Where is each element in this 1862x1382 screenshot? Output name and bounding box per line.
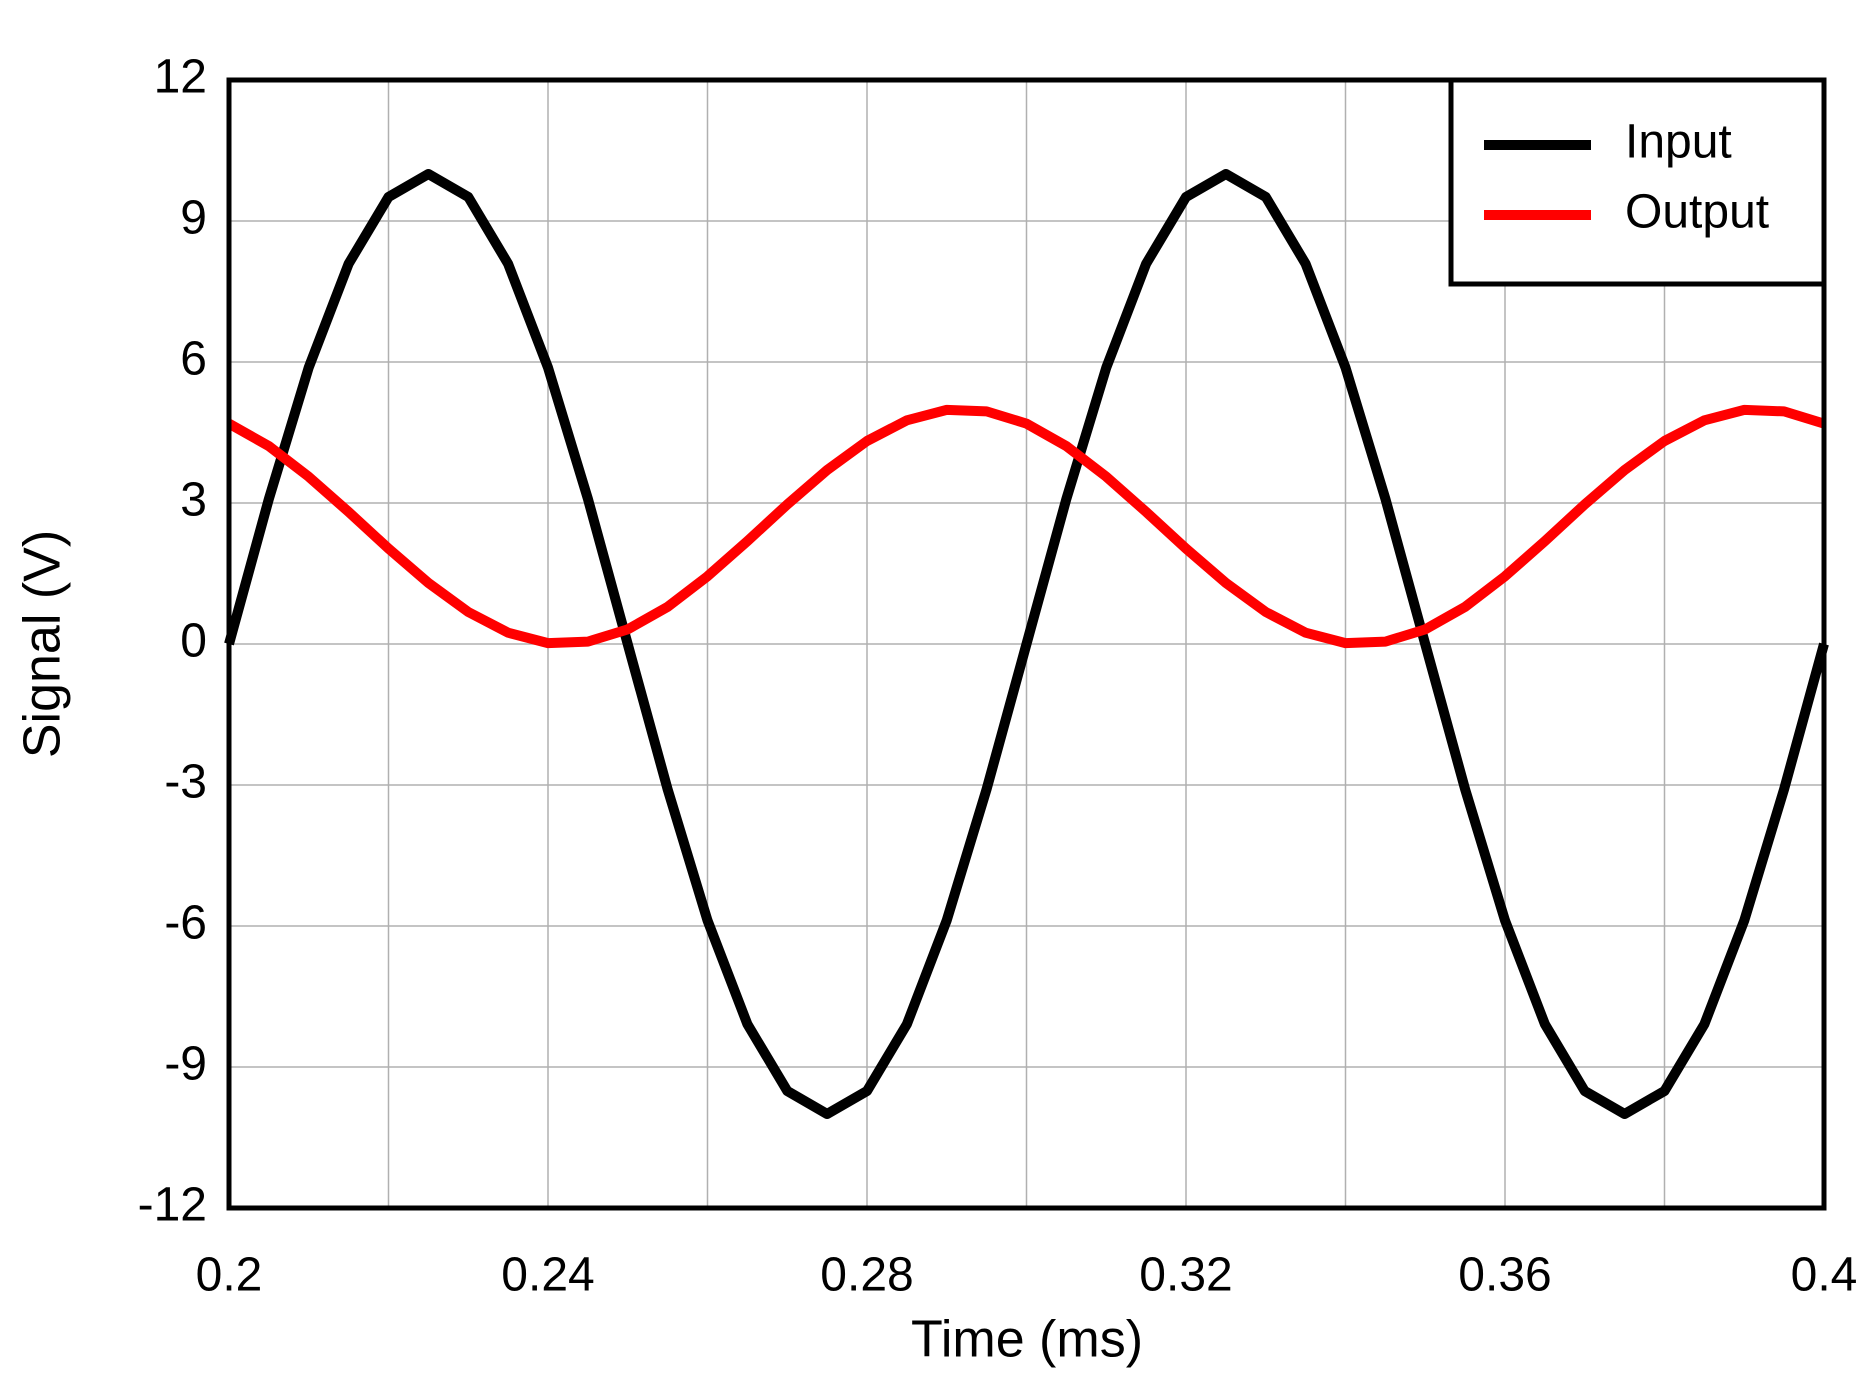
x-tick-label: 0.32	[1139, 1249, 1232, 1302]
plot-frame	[226, 77, 1827, 1211]
legend-box	[1448, 77, 1827, 287]
series-line	[226, 404, 1826, 649]
legend-label: Output	[1625, 186, 1769, 239]
series-line	[224, 169, 1829, 1119]
x-tick-label: 0.36	[1458, 1249, 1551, 1302]
x-tick-label: 0.28	[820, 1249, 913, 1302]
x-axis-title: Time (ms)	[911, 1311, 1143, 1369]
y-tick-label: -6	[164, 897, 207, 950]
y-tick-label: 9	[180, 192, 207, 245]
y-tick-label: -3	[164, 756, 207, 809]
y-tick-label: 12	[154, 51, 207, 104]
y-axis-title: Signal (V)	[14, 530, 72, 758]
y-tick-label: -9	[164, 1038, 207, 1091]
y-tick-label: -12	[138, 1179, 207, 1232]
x-tick-label: 0.24	[501, 1249, 594, 1302]
x-tick-label: 0.4	[1791, 1249, 1858, 1302]
y-tick-label: 0	[180, 615, 207, 668]
y-tick-label: 6	[180, 333, 207, 386]
y-tick-label: 3	[180, 474, 207, 527]
legend-label: Input	[1625, 116, 1732, 169]
x-tick-label: 0.2	[196, 1249, 263, 1302]
